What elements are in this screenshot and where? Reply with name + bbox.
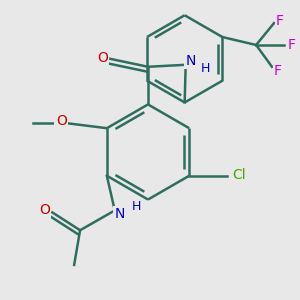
- Text: H: H: [132, 200, 141, 213]
- Text: N: N: [185, 54, 196, 68]
- Text: H: H: [201, 62, 210, 75]
- Text: F: F: [288, 38, 296, 52]
- Text: O: O: [56, 114, 67, 128]
- Text: N: N: [115, 207, 125, 221]
- Text: O: O: [39, 203, 50, 218]
- Text: F: F: [274, 64, 282, 78]
- Text: Cl: Cl: [232, 168, 246, 182]
- Text: F: F: [276, 14, 284, 28]
- Text: O: O: [97, 51, 108, 65]
